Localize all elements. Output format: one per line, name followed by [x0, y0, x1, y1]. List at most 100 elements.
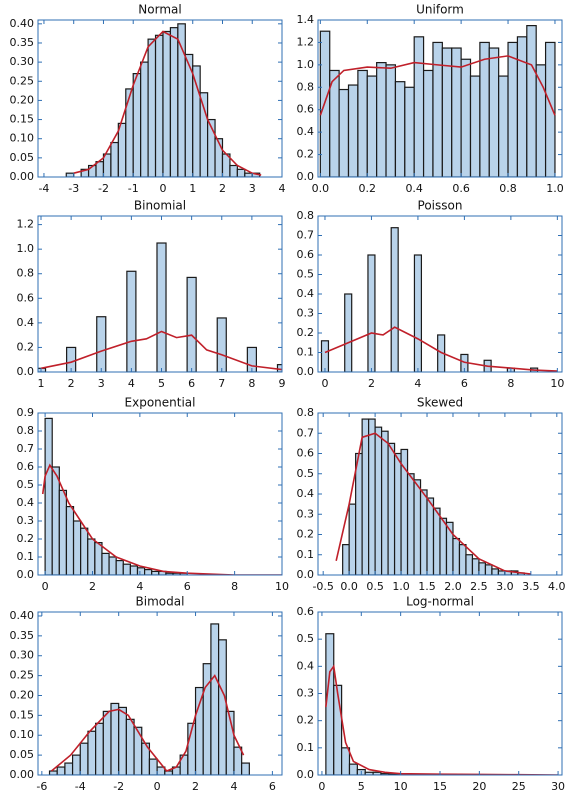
- bar: [544, 41, 556, 177]
- plot-area: [320, 227, 558, 372]
- y-tick-label: 0.2: [297, 714, 315, 727]
- y-tick-label: 1.0: [17, 242, 35, 255]
- y-tick-label: 0.6: [297, 248, 315, 261]
- bar: [413, 36, 425, 177]
- chart-title: Exponential: [125, 396, 196, 410]
- y-tick-label: 0.20: [10, 93, 35, 106]
- bar: [154, 34, 164, 177]
- panel: Binomial 1 2 3 4 5 6 7 8 9 0.0 0.2 0.4 0.6 0.8 1.0 1.2: [17, 199, 286, 391]
- bar: [236, 168, 246, 177]
- bar: [355, 452, 363, 575]
- y-tick-label: 0.0: [17, 568, 35, 581]
- chart-title: Bimodal: [136, 595, 185, 609]
- y-tick-label: 0.40: [10, 17, 35, 30]
- y-tick-label: 0.30: [10, 55, 35, 68]
- y-tick-label: 0.8: [297, 406, 315, 419]
- y-tick-label: 0.6: [297, 447, 315, 460]
- bar: [376, 62, 387, 177]
- plot-area: [41, 417, 282, 575]
- x-tick-label: -6: [36, 780, 47, 793]
- bar: [488, 47, 500, 177]
- y-tick-label: 0.0: [297, 768, 315, 781]
- x-tick-label: 2.5: [470, 580, 488, 593]
- axes-frame: [37, 412, 283, 576]
- bar: [118, 706, 127, 775]
- y-tick-label: 0.05: [10, 748, 35, 761]
- bar: [156, 242, 167, 372]
- y-tick-label: 0.5: [297, 632, 315, 645]
- bar: [413, 254, 423, 372]
- y-tick-label: 0.4: [17, 316, 35, 329]
- x-tick-label: 10: [275, 580, 289, 593]
- bar: [484, 564, 493, 575]
- y-tick-label: 0.7: [297, 426, 315, 439]
- y-tick-label: 0.25: [10, 74, 35, 87]
- bar: [199, 92, 209, 177]
- x-tick-label: 3: [98, 377, 105, 390]
- x-tick-label: 2: [68, 377, 75, 390]
- bar: [469, 75, 481, 177]
- x-tick-label: -1: [128, 182, 139, 195]
- bar: [341, 747, 351, 775]
- y-tick-label: 0.15: [10, 708, 35, 721]
- y-tick-label: 0.5: [17, 478, 35, 491]
- bar: [117, 122, 127, 177]
- y-tick-label: 0.3: [17, 514, 35, 527]
- bar: [357, 69, 368, 177]
- bar: [186, 276, 197, 372]
- x-tick-label: 1: [189, 182, 196, 195]
- y-tick-label: 1.0: [297, 58, 315, 71]
- y-tick-label: 0.6: [17, 460, 35, 473]
- y-tick-label: 0.35: [10, 36, 35, 49]
- density-line: [40, 330, 282, 371]
- density-line: [325, 664, 559, 775]
- bar: [80, 527, 89, 575]
- panel: Skewed-0.5 0.0 0.5 1.0 1.5 2.0 2.5 3.0 3.5 4.00.0…: [297, 396, 566, 594]
- bar: [368, 418, 376, 575]
- bar: [441, 47, 453, 177]
- bar: [406, 473, 415, 575]
- bar: [366, 75, 378, 177]
- x-tick-label: 2: [368, 377, 375, 390]
- y-tick-label: 0.10: [10, 728, 35, 741]
- y-tick-label: 0.25: [10, 669, 35, 682]
- y-tick-label: 0.4: [297, 125, 315, 138]
- y-tick-label: 0.2: [17, 340, 35, 353]
- bar: [348, 503, 357, 575]
- x-tick-label: 9: [279, 377, 286, 390]
- y-tick-label: 1.2: [17, 218, 35, 231]
- axes-frame: [37, 19, 283, 178]
- bar: [465, 554, 474, 575]
- bar: [144, 568, 153, 575]
- bar: [385, 64, 397, 177]
- y-tick-label: 0.1: [297, 548, 315, 561]
- axes-frame: [37, 215, 283, 373]
- x-tick-label: 30: [551, 780, 565, 793]
- bar: [125, 718, 135, 775]
- x-tick-label: 5: [158, 377, 165, 390]
- plot-area: [65, 23, 262, 177]
- y-tick-label: 0.2: [297, 326, 315, 339]
- bar: [390, 227, 399, 372]
- x-tick-label: 1.0: [392, 580, 410, 593]
- bar: [333, 684, 343, 775]
- x-tick-label: 4: [128, 377, 135, 390]
- bar: [129, 565, 139, 575]
- bar: [458, 544, 467, 575]
- y-tick-label: 0.0: [297, 568, 315, 581]
- bar: [246, 346, 257, 372]
- bar: [491, 568, 500, 575]
- bar: [516, 36, 528, 177]
- bar: [194, 686, 204, 775]
- x-tick-label: 0: [318, 780, 325, 793]
- x-tick-label: 1.5: [418, 580, 436, 593]
- x-tick-label: 2: [219, 182, 226, 195]
- bar: [122, 563, 131, 575]
- y-tick-label: 0.2: [17, 532, 35, 545]
- y-tick-label: 0.2: [297, 148, 315, 161]
- panel: Poisson 0 2 4 6 8 10 0.0 0.1 0.2 0.3 0.4 0.5 0.6 0.7 0.…: [297, 199, 565, 391]
- y-tick-label: 0.7: [297, 229, 315, 242]
- x-tick-label: 6: [184, 580, 191, 593]
- bar: [422, 69, 434, 177]
- density-line: [319, 55, 556, 116]
